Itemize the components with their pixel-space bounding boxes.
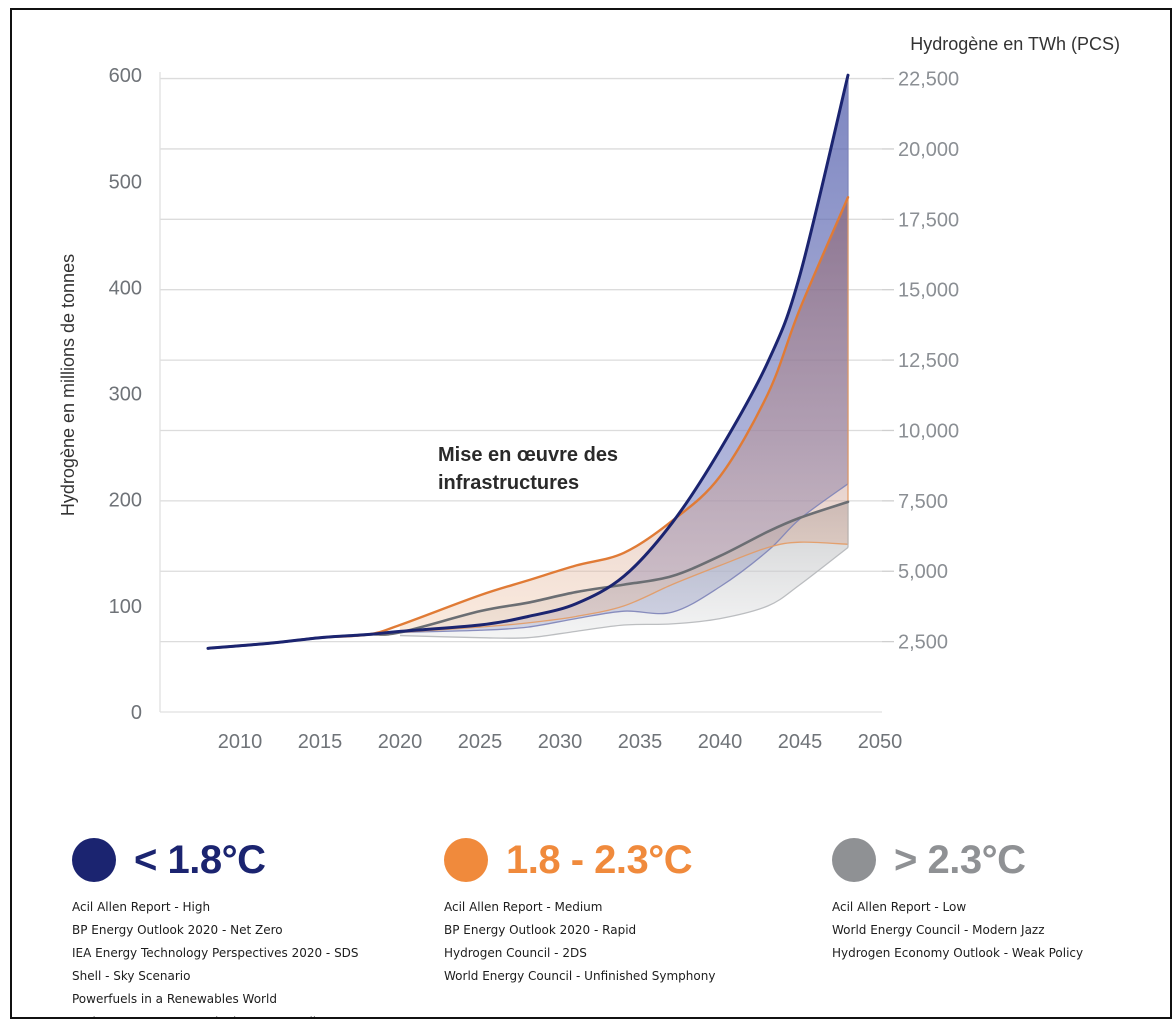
legend-item: Powerfuels in a Renewables World — [72, 992, 277, 1006]
y2-tick-label: 20,000 — [898, 139, 959, 161]
legend-item: Hydrogen Council - 2DS — [444, 946, 587, 960]
y-tick-label: 400 — [109, 277, 142, 299]
legend-item: World Energy Council - Unfinished Sympho… — [444, 969, 716, 983]
y2-tick-label: 7,500 — [898, 491, 948, 513]
legend-item: Hydrogen Economy Outlook - Strong Policy — [72, 1011, 359, 1017]
legend-item: IEA Energy Technology Perspectives 2020 … — [72, 946, 359, 960]
legend-item: BP Energy Outlook 2020 - Net Zero — [72, 923, 283, 937]
y-tick-label: 0 — [131, 702, 142, 724]
legend-item: World Energy Council - Modern Jazz — [832, 923, 1045, 937]
x-tick-label: 2035 — [618, 731, 663, 753]
x-tick-label: 2045 — [778, 731, 823, 753]
x-tick-label: 2015 — [298, 731, 343, 753]
band-above-2-3 — [400, 501, 848, 639]
legend-list: Acil Allen Report - Low World Energy Coun… — [832, 896, 1083, 965]
y2-axis-title: Hydrogène en TWh (PCS) — [910, 34, 1120, 54]
y-axis-title: Hydrogène en millions de tonnes — [58, 254, 78, 516]
y-tick-label: 300 — [109, 384, 142, 406]
y-tick-label: 200 — [109, 490, 142, 512]
y2-tick-label: 12,500 — [898, 350, 959, 372]
x-tick-label: 2020 — [378, 731, 423, 753]
line-below-1-8-lower — [399, 483, 849, 634]
annotation-line-2: infrastructures — [438, 472, 579, 494]
line-below-1-8 — [206, 73, 850, 650]
y2-tick-label: 10,000 — [898, 420, 959, 442]
chart-canvas: 2,500 5,000 7,500 10,000 12,500 15,000 17,500 2… — [58, 34, 1120, 753]
y2-tick-label: 2,500 — [898, 632, 948, 654]
legend-item: BP Energy Outlook 2020 - Rapid — [444, 923, 637, 937]
legend-dot-gray — [832, 838, 876, 882]
annotation-line-1: Mise en œuvre des — [438, 444, 618, 466]
legend-group-1-8-to-2-3: 1.8 - 2.3°C Acil Allen Report - Medium BP… — [444, 832, 715, 988]
y2-tick-label: 15,000 — [898, 280, 959, 302]
legend-title: 1.8 - 2.3°C — [506, 837, 693, 882]
legend-title: > 2.3°C — [894, 837, 1026, 882]
y2-tick-label: 17,500 — [898, 209, 959, 231]
y-tick-label: 600 — [109, 65, 142, 87]
x-tick-label: 2025 — [458, 731, 503, 753]
y-tick-label: 500 — [109, 171, 142, 193]
legend-item: Acil Allen Report - Medium — [444, 900, 603, 914]
legend-item: Hydrogen Economy Outlook - Weak Policy — [832, 946, 1084, 960]
legend-group-above-2-3: > 2.3°C Acil Allen Report - Low World Ene… — [832, 832, 1083, 965]
legend-dot-orange — [444, 838, 488, 882]
x-tick-label: 2040 — [698, 731, 743, 753]
x-tick-label: 2030 — [538, 731, 583, 753]
line-above-2-3-lower — [399, 546, 849, 639]
y2-tick-label: 22,500 — [898, 69, 959, 91]
x-tick-label: 2010 — [218, 731, 263, 753]
legend-list: Acil Allen Report - High BP Energy Outloo… — [72, 896, 359, 1017]
legend-title: < 1.8°C — [134, 837, 266, 882]
legend-item: Acil Allen Report - High — [72, 900, 211, 914]
x-tick-label: 2050 — [858, 731, 903, 753]
y-tick-label: 100 — [109, 596, 142, 618]
y2-tick-label: 5,000 — [898, 561, 948, 583]
legend-list: Acil Allen Report - Medium BP Energy Outl… — [444, 896, 715, 988]
legend-group-below-1-8: < 1.8°C Acil Allen Report - High BP Energ… — [72, 832, 359, 1017]
legend-item: Shell - Sky Scenario — [72, 969, 191, 983]
figure-frame: 2,500 5,000 7,500 10,000 12,500 15,000 17,500 2… — [10, 8, 1172, 1019]
band-1-8-to-2-3 — [400, 197, 848, 633]
legend-dot-navy — [72, 838, 116, 882]
legend-item: Acil Allen Report - Low — [832, 900, 967, 914]
line-1-8-to-2-3-lower — [399, 541, 849, 634]
